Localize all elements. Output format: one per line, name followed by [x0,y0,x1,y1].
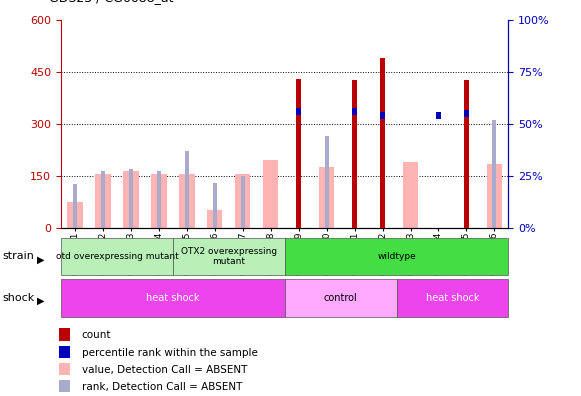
Text: strain: strain [3,251,35,261]
Text: GDS23 / CG6688_at: GDS23 / CG6688_at [49,0,174,4]
Bar [67,202,83,228]
Bar [319,167,334,228]
Text: percentile rank within the sample: percentile rank within the sample [81,348,257,358]
Text: shock: shock [3,293,35,303]
Text: otd overexpressing mutant: otd overexpressing mutant [56,252,178,261]
Bar [129,169,133,228]
Bar [207,210,223,228]
Bar [464,80,469,228]
Bar [213,183,217,228]
Bar [464,110,469,117]
Text: wildtype: wildtype [377,252,416,261]
Bar [263,160,278,228]
Bar [352,108,357,115]
Bar [285,279,397,317]
Bar [59,346,70,358]
Bar [285,238,508,275]
Text: count: count [81,330,111,340]
Text: rank, Detection Call = ABSENT: rank, Detection Call = ABSENT [81,382,242,392]
Bar [173,238,285,275]
Text: control: control [324,293,357,303]
Bar [380,58,385,228]
Bar [59,363,70,375]
Bar [380,112,385,118]
Bar [403,162,418,228]
Text: heat shock: heat shock [146,293,200,303]
Bar [325,136,328,228]
Text: value, Detection Call = ABSENT: value, Detection Call = ABSENT [81,365,247,375]
Bar [487,164,502,228]
Bar [296,79,301,228]
Bar [151,174,167,228]
Bar [157,171,161,228]
Text: OTX2 overexpressing
mutant: OTX2 overexpressing mutant [181,247,277,266]
Bar [235,174,250,228]
Bar [61,238,173,275]
Bar [59,380,70,393]
Text: ▶: ▶ [37,255,44,265]
Text: ▶: ▶ [37,296,44,306]
Bar [95,174,110,228]
Bar [436,112,441,118]
Bar [59,328,70,341]
Bar [493,120,496,228]
Bar [185,152,189,228]
Bar [101,171,105,228]
Bar [61,279,285,317]
Bar [179,174,195,228]
Bar [296,108,301,115]
Text: heat shock: heat shock [426,293,479,303]
Bar [123,171,139,228]
Bar [73,185,77,228]
Bar [397,279,508,317]
Bar [352,80,357,228]
Bar [241,176,245,228]
